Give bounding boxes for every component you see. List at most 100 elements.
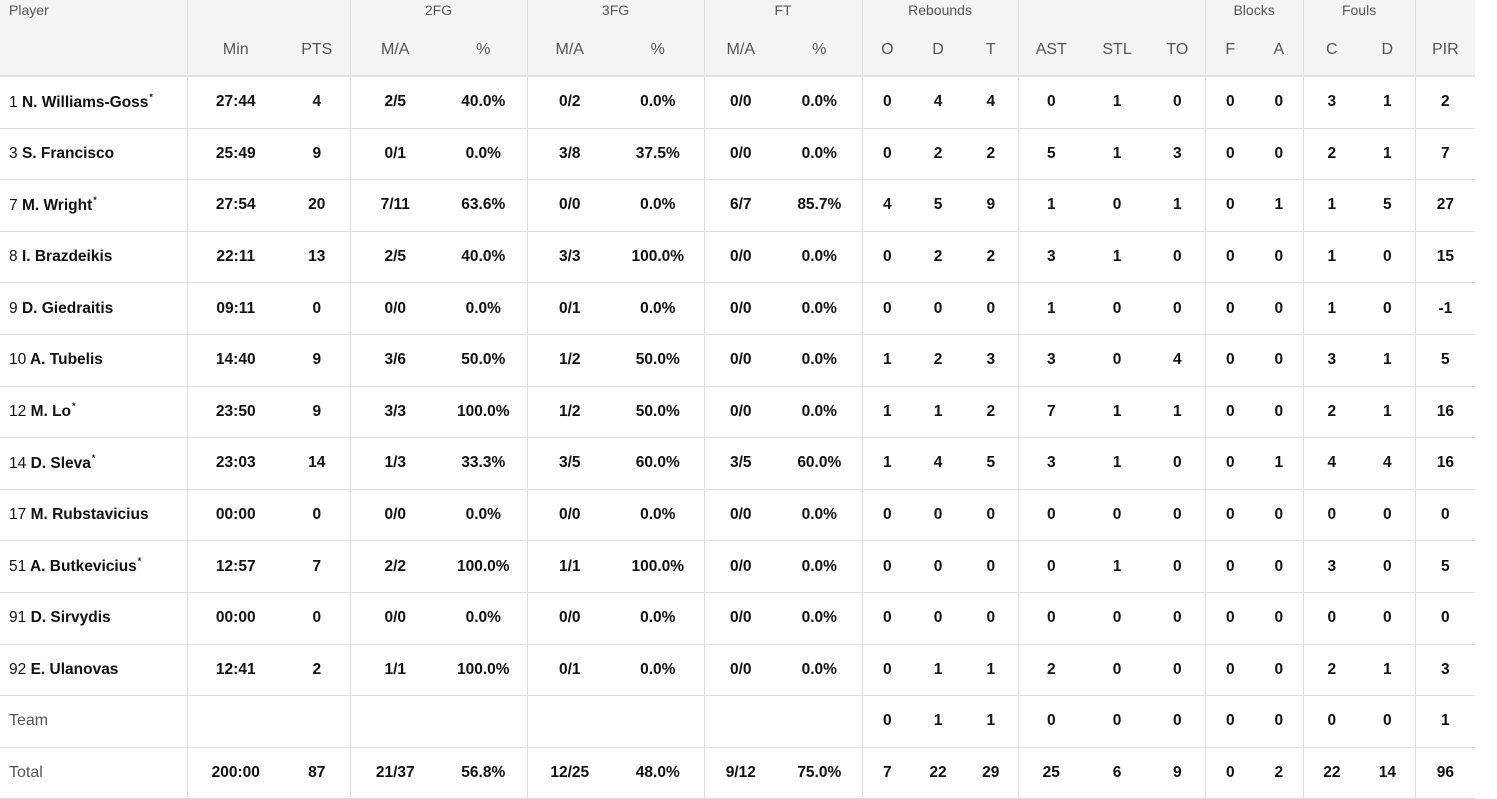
header-3fg-ma[interactable]: M/A xyxy=(526,24,613,76)
header-2fg-ma[interactable]: M/A xyxy=(349,24,440,76)
cell-ft-ma: 0/0 xyxy=(703,231,778,284)
cell-ft-ma: 0/0 xyxy=(703,386,778,439)
header-player[interactable]: Player xyxy=(0,0,187,76)
cell-blk-a: 0 xyxy=(1255,282,1304,335)
cell-reb-d: 4 xyxy=(912,76,965,129)
cell-blk-f: 0 xyxy=(1204,282,1256,335)
starter-marker: * xyxy=(137,556,142,567)
header-fouls-d[interactable]: D xyxy=(1360,24,1416,76)
player-name-link[interactable]: 91 D. Sirvydis xyxy=(0,592,187,645)
cell-2fg-ma: 3/3 xyxy=(349,386,440,439)
header-fouls-c[interactable]: C xyxy=(1302,24,1361,76)
cell-fouls-d: 1 xyxy=(1360,128,1416,181)
header-reb-t[interactable]: T xyxy=(964,24,1019,76)
header-to[interactable]: TO xyxy=(1150,24,1206,76)
player-name[interactable]: S. Francisco xyxy=(21,144,115,162)
player-name[interactable]: A. Butkevicius xyxy=(29,558,137,576)
player-name[interactable]: M. Lo xyxy=(30,403,72,421)
cell-stl: 1 xyxy=(1084,540,1151,593)
header-ft-ma[interactable]: M/A xyxy=(703,24,778,76)
player-number: 3 xyxy=(9,144,18,162)
cell-reb-o: 1 xyxy=(861,334,913,387)
cell-pts: 9 xyxy=(284,334,350,387)
cell-blk-f: 0 xyxy=(1204,179,1256,232)
player-name-link[interactable]: 1 N. Williams-Goss* xyxy=(0,76,187,129)
cell-ft-ma: 0/0 xyxy=(703,540,778,593)
header-reb-d[interactable]: D xyxy=(912,24,965,76)
player-name[interactable]: M. Wright xyxy=(21,197,93,215)
header-pir[interactable]: PIR xyxy=(1414,24,1476,76)
table-row: 91 D. Sirvydis 00:00 0 0/0 0.0% 0/0 0.0% 0/0 0.0… xyxy=(0,592,1476,645)
cell-min: 200:00 xyxy=(186,747,284,799)
cell-reb-t: 5 xyxy=(964,437,1019,490)
cell-to: 0 xyxy=(1150,282,1206,335)
cell-ft-ma: 0/0 xyxy=(703,334,778,387)
cell-ft-ma: 3/5 xyxy=(703,437,778,490)
cell-min: 22:11 xyxy=(186,231,284,284)
cell-pir: 7 xyxy=(1414,128,1476,181)
header-blk-f[interactable]: F xyxy=(1204,24,1256,76)
cell-stl: 1 xyxy=(1084,386,1151,439)
cell-ft-ma: 0/0 xyxy=(703,76,778,129)
cell-fouls-c: 3 xyxy=(1302,334,1361,387)
player-name-link[interactable]: 9 D. Giedraitis xyxy=(0,282,187,335)
cell-2fg-ma: 0/0 xyxy=(349,282,440,335)
cell-blk-f: 0 xyxy=(1204,437,1256,490)
player-number: 10 xyxy=(9,351,27,369)
cell-pir: 15 xyxy=(1414,231,1476,284)
cell-to: 0 xyxy=(1150,489,1206,542)
header-reb-o[interactable]: O xyxy=(861,24,913,76)
header-3fg-pct[interactable]: % xyxy=(612,24,705,76)
cell-2fg-ma: 2/5 xyxy=(349,76,440,129)
cell-blk-a: 0 xyxy=(1255,334,1304,387)
player-name[interactable]: D. Sirvydis xyxy=(30,609,111,627)
header-blk-a[interactable]: A xyxy=(1255,24,1304,76)
player-name[interactable]: M. Rubstavicius xyxy=(30,506,149,524)
cell-pir: 0 xyxy=(1414,592,1476,645)
header-min[interactable]: Min xyxy=(186,24,284,76)
header-stl[interactable]: STL xyxy=(1084,24,1151,76)
cell-fouls-c: 1 xyxy=(1302,231,1361,284)
player-name-link[interactable]: 3 S. Francisco xyxy=(0,128,187,181)
cell-reb-t: 0 xyxy=(964,540,1019,593)
header-ast[interactable]: AST xyxy=(1017,24,1085,76)
cell-3fg-pct: 0.0% xyxy=(612,489,705,542)
player-name-link[interactable]: 10 A. Tubelis xyxy=(0,334,187,387)
cell-fouls-d: 0 xyxy=(1360,695,1416,748)
player-name[interactable]: I. Brazdeikis xyxy=(21,248,113,266)
cell-2fg-ma: 0/0 xyxy=(349,489,440,542)
cell-reb-o: 0 xyxy=(861,644,913,697)
player-number: 8 xyxy=(9,248,18,266)
player-name[interactable]: E. Ulanovas xyxy=(30,660,119,678)
header-pts[interactable]: PTS xyxy=(284,24,350,76)
cell-reb-t: 9 xyxy=(964,179,1019,232)
player-number: 1 xyxy=(9,93,18,111)
cell-pts: 0 xyxy=(284,489,350,542)
cell-2fg-pct: 40.0% xyxy=(440,231,528,284)
cell-blk-a: 0 xyxy=(1255,386,1304,439)
player-name[interactable]: N. Williams-Goss xyxy=(21,93,149,111)
cell-reb-o: 0 xyxy=(861,592,913,645)
cell-blk-a: 0 xyxy=(1255,231,1304,284)
header-ft-pct[interactable]: % xyxy=(777,24,863,76)
player-name-link[interactable]: 12 M. Lo* xyxy=(0,386,187,439)
player-name[interactable]: D. Sleva xyxy=(30,455,91,473)
player-name-link[interactable]: 17 M. Rubstavicius xyxy=(0,489,187,542)
cell-ast: 25 xyxy=(1017,747,1085,799)
player-name-link[interactable]: 14 D. Sleva* xyxy=(0,437,187,490)
cell-reb-o: 1 xyxy=(861,386,913,439)
cell-reb-o: 0 xyxy=(861,540,913,593)
player-name[interactable]: A. Tubelis xyxy=(29,351,103,369)
cell-reb-o: 0 xyxy=(861,76,913,129)
cell-2fg-ma: 3/6 xyxy=(349,334,440,387)
header-2fg-pct[interactable]: % xyxy=(440,24,528,76)
cell-3fg-pct: 0.0% xyxy=(612,179,705,232)
player-name-link[interactable]: 92 E. Ulanovas xyxy=(0,644,187,697)
player-name-link[interactable]: 8 I. Brazdeikis xyxy=(0,231,187,284)
player-name[interactable]: D. Giedraitis xyxy=(21,299,114,317)
player-name-link[interactable]: 7 M. Wright* xyxy=(0,179,187,232)
player-name-link[interactable]: 51 A. Butkevicius* xyxy=(0,540,187,593)
cell-ft-pct: 75.0% xyxy=(777,747,863,799)
cell-blk-f: 0 xyxy=(1204,644,1256,697)
cell-fouls-c: 4 xyxy=(1302,437,1361,490)
